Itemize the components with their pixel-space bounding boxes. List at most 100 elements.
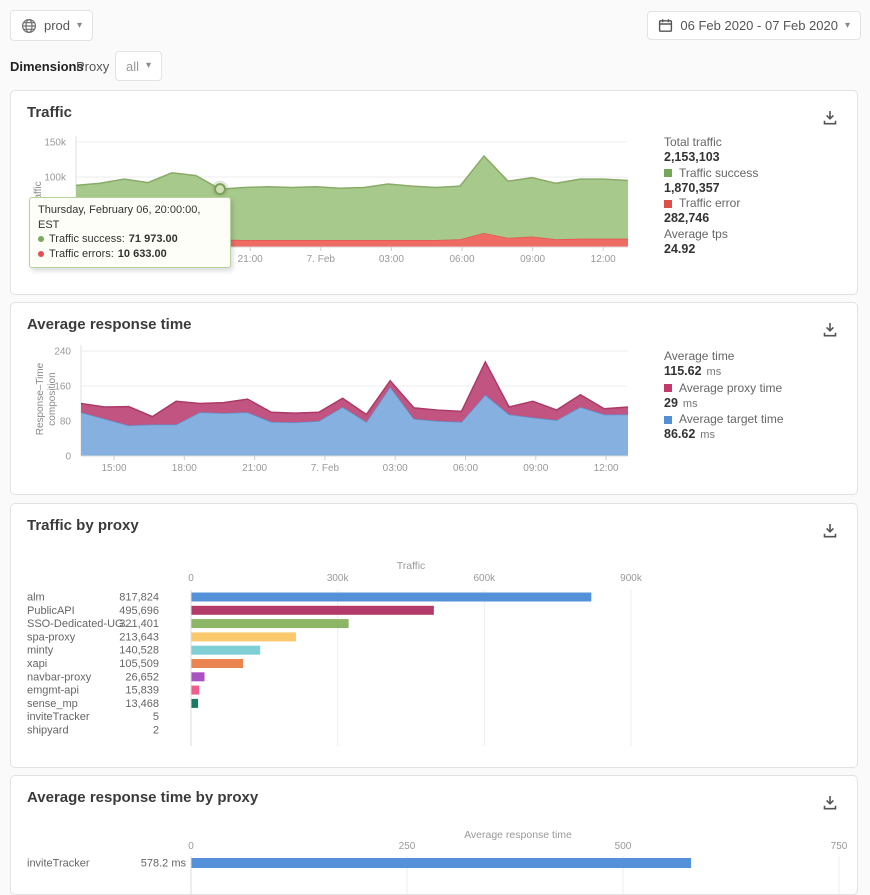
svg-text:7. Feb: 7. Feb [311, 463, 340, 474]
svg-text:Average response time: Average response time [464, 829, 572, 841]
svg-text:03:00: 03:00 [383, 463, 408, 474]
panel-title: Average response time by proxy [27, 789, 258, 806]
svg-text:213,643: 213,643 [119, 631, 159, 643]
tooltip-success-value: 71 973.00 [129, 232, 178, 247]
svg-text:shipyard: shipyard [27, 725, 69, 737]
chevron-down-icon: ▾ [77, 21, 82, 31]
target-time-swatch-icon [664, 416, 672, 424]
stat-label: Total traffic [664, 135, 758, 150]
svg-text:18:00: 18:00 [172, 463, 197, 474]
svg-text:0: 0 [188, 841, 194, 852]
svg-text:SSO-Dedicated-UG...: SSO-Dedicated-UG... [27, 618, 133, 630]
svg-text:09:00: 09:00 [520, 254, 545, 265]
svg-text:Traffic: Traffic [397, 560, 426, 572]
svg-text:140,528: 140,528 [119, 645, 159, 657]
svg-text:12:00: 12:00 [591, 254, 616, 265]
stat-label: Average proxy time [679, 381, 782, 396]
svg-text:03:00: 03:00 [379, 254, 404, 265]
svg-text:105,509: 105,509 [119, 658, 159, 670]
dimension-value: all [126, 59, 139, 74]
stat-label: Average tps [664, 227, 758, 242]
success-swatch-icon [664, 169, 672, 177]
environment-selector[interactable]: prod ▾ [10, 10, 93, 41]
svg-text:0: 0 [188, 573, 194, 584]
svg-text:2: 2 [153, 725, 159, 737]
error-dot-icon [38, 251, 44, 257]
svg-text:5: 5 [153, 711, 159, 723]
tooltip-title: Thursday, February 06, 20:00:00, EST [38, 203, 222, 232]
panel-title: Traffic [27, 104, 72, 121]
tooltip-success-label: Traffic success: [49, 232, 125, 247]
error-swatch-icon [664, 200, 672, 208]
proxy-time-swatch-icon [664, 384, 672, 392]
svg-text:minty: minty [27, 645, 54, 657]
download-icon [821, 108, 839, 126]
stat-value: 2,153,103 [664, 150, 758, 165]
stat-value: 1,870,357 [664, 181, 758, 196]
stat-label: Average time [664, 349, 784, 364]
svg-text:15:00: 15:00 [101, 463, 126, 474]
chevron-down-icon: ▾ [146, 61, 151, 71]
svg-text:inviteTracker: inviteTracker [27, 711, 90, 723]
environment-label: prod [44, 18, 70, 33]
success-dot-icon [38, 236, 44, 242]
chevron-down-icon: ▾ [845, 21, 850, 31]
svg-text:12:00: 12:00 [594, 463, 619, 474]
svg-text:13,468: 13,468 [125, 698, 159, 710]
tooltip-error-row: Traffic errors: 10 633.00 [38, 247, 222, 262]
svg-text:xapi: xapi [27, 658, 47, 670]
svg-text:100k: 100k [44, 173, 67, 184]
stat-label: Average target time [679, 412, 784, 427]
svg-text:alm: alm [27, 592, 45, 604]
svg-text:navbar-proxy: navbar-proxy [27, 671, 92, 683]
stat-value: 24.92 [664, 242, 758, 257]
response-time-by-proxy-panel: Average response time by proxy Average r… [10, 775, 858, 895]
legend-target-time: Average target time [664, 412, 784, 427]
download-icon [821, 521, 839, 539]
date-range-label: 06 Feb 2020 - 07 Feb 2020 [680, 18, 838, 33]
date-range-picker[interactable]: 06 Feb 2020 - 07 Feb 2020 ▾ [647, 11, 861, 40]
svg-text:emgmt-api: emgmt-api [27, 685, 79, 697]
response-time-panel: Average response time Response–Time comp… [10, 302, 858, 495]
svg-text:spa-proxy: spa-proxy [27, 631, 76, 643]
download-button[interactable] [819, 106, 841, 131]
tooltip-error-value: 10 633.00 [118, 247, 167, 262]
dimensions-label: Dimensions [10, 59, 84, 74]
stat-value: 282,746 [664, 211, 758, 226]
svg-text:0: 0 [65, 452, 71, 463]
svg-text:150k: 150k [44, 138, 67, 149]
svg-text:sense_mp: sense_mp [27, 698, 78, 710]
legend-proxy-time: Average proxy time [664, 381, 784, 396]
chart-tooltip: Thursday, February 06, 20:00:00, EST Tra… [29, 197, 231, 268]
svg-text:600k: 600k [473, 573, 496, 584]
svg-text:250: 250 [399, 841, 416, 852]
y-axis-title: Response–Time composition [35, 329, 59, 469]
svg-text:06:00: 06:00 [449, 254, 474, 265]
svg-text:500: 500 [615, 841, 632, 852]
traffic-panel: Traffic Traffic 150k100k50k015:0018:0021… [10, 90, 858, 295]
svg-text:06:00: 06:00 [453, 463, 478, 474]
dimension-name-label: Proxy [76, 59, 109, 74]
tooltip-error-label: Traffic errors: [49, 247, 114, 262]
svg-text:817,824: 817,824 [119, 592, 159, 604]
svg-text:21:00: 21:00 [242, 463, 267, 474]
svg-text:300k: 300k [327, 573, 350, 584]
calendar-icon [658, 18, 673, 33]
download-button[interactable] [819, 519, 841, 544]
globe-icon [21, 18, 37, 34]
panel-title: Traffic by proxy [27, 517, 139, 534]
download-button[interactable] [819, 318, 841, 343]
svg-text:321,401: 321,401 [119, 618, 159, 630]
svg-text:80: 80 [60, 417, 72, 428]
svg-text:26,652: 26,652 [125, 671, 159, 683]
svg-text:7. Feb: 7. Feb [307, 254, 336, 265]
svg-text:15,839: 15,839 [125, 685, 159, 697]
dimension-value-dropdown[interactable]: all ▾ [115, 51, 162, 81]
